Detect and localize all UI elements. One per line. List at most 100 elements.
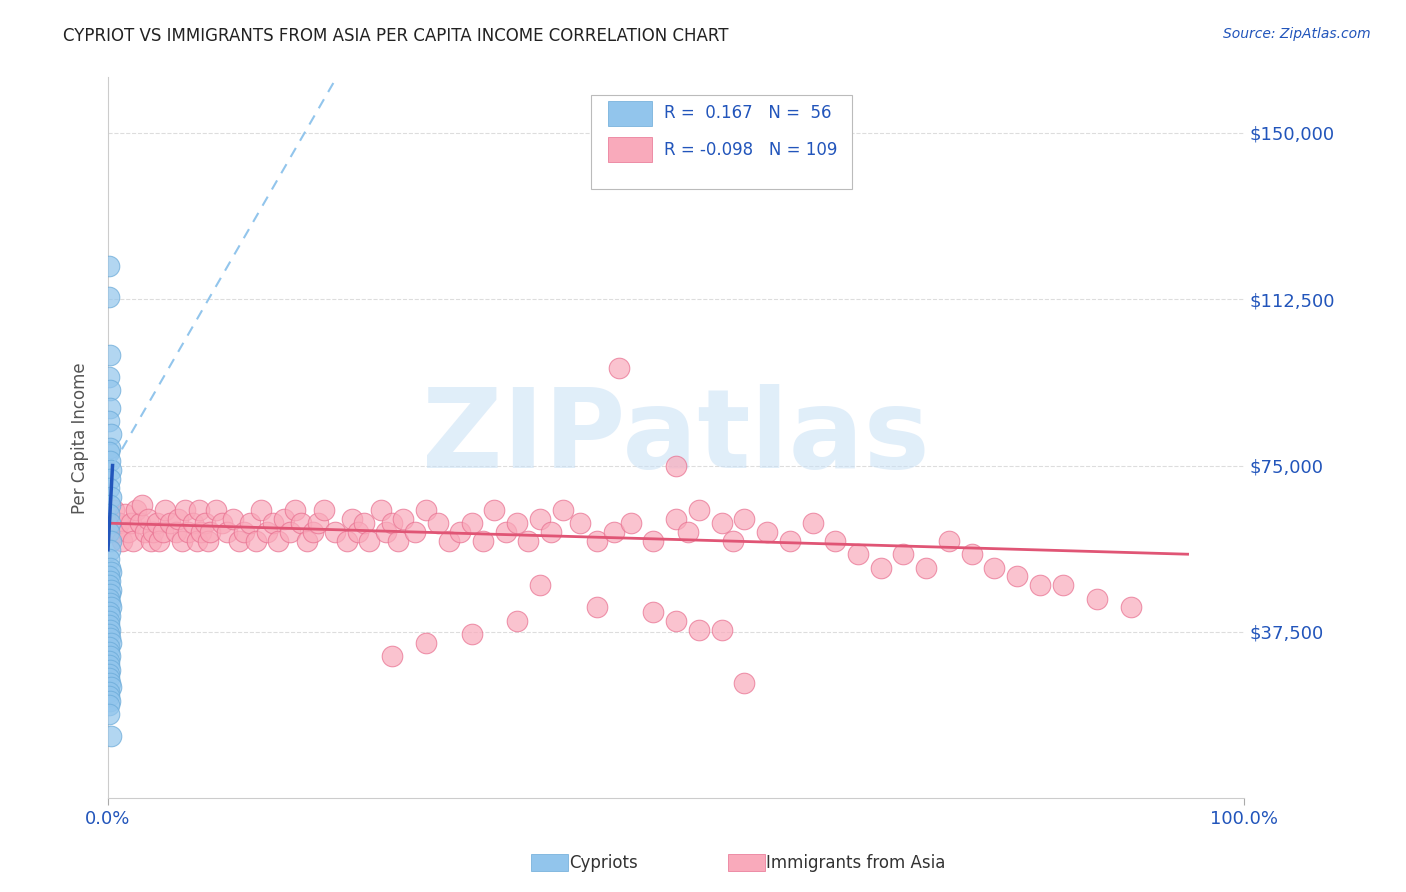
Point bbox=[98, 259, 121, 273]
Point bbox=[117, 524, 139, 539]
Point bbox=[756, 524, 779, 539]
Point bbox=[98, 574, 121, 588]
Point bbox=[710, 623, 733, 637]
Point bbox=[267, 533, 290, 548]
Point bbox=[100, 582, 122, 597]
Point bbox=[125, 503, 148, 517]
Point bbox=[568, 516, 591, 531]
Point bbox=[98, 401, 121, 415]
Point bbox=[609, 360, 631, 375]
Point bbox=[98, 472, 121, 486]
Point bbox=[98, 654, 121, 668]
Point bbox=[665, 512, 688, 526]
Point bbox=[688, 503, 710, 517]
Point bbox=[665, 458, 688, 473]
Point bbox=[551, 503, 574, 517]
Point bbox=[301, 524, 323, 539]
Point bbox=[824, 533, 846, 548]
Point bbox=[484, 503, 506, 517]
Point bbox=[506, 516, 529, 531]
Point bbox=[278, 524, 301, 539]
Point bbox=[779, 533, 801, 548]
Point bbox=[1029, 578, 1052, 592]
Point bbox=[98, 627, 121, 641]
Point bbox=[217, 524, 239, 539]
Point bbox=[205, 503, 228, 517]
Point bbox=[98, 649, 121, 664]
Point bbox=[460, 516, 482, 531]
Point bbox=[437, 533, 460, 548]
Point bbox=[415, 636, 437, 650]
Point bbox=[170, 533, 193, 548]
Point bbox=[100, 680, 122, 694]
Point bbox=[98, 609, 121, 624]
Point bbox=[381, 516, 404, 531]
Point bbox=[98, 596, 121, 610]
Point bbox=[134, 524, 156, 539]
Point bbox=[392, 512, 415, 526]
FancyBboxPatch shape bbox=[607, 101, 652, 126]
Point bbox=[98, 693, 121, 707]
Point bbox=[733, 512, 755, 526]
Point bbox=[100, 533, 122, 548]
Point bbox=[665, 614, 688, 628]
Point bbox=[98, 369, 121, 384]
Point bbox=[98, 591, 121, 606]
Point bbox=[98, 454, 121, 468]
Point bbox=[233, 524, 256, 539]
Point bbox=[290, 516, 312, 531]
FancyBboxPatch shape bbox=[591, 95, 852, 189]
Point bbox=[960, 547, 983, 561]
Point bbox=[239, 516, 262, 531]
Point bbox=[197, 533, 219, 548]
Point bbox=[98, 569, 121, 583]
Point bbox=[136, 512, 159, 526]
Point bbox=[460, 627, 482, 641]
Point bbox=[359, 533, 381, 548]
Text: ZIPatlas: ZIPatlas bbox=[422, 384, 931, 491]
Point bbox=[194, 516, 217, 531]
Point bbox=[529, 578, 551, 592]
Point bbox=[98, 645, 121, 659]
Point bbox=[98, 578, 121, 592]
Point bbox=[893, 547, 915, 561]
Point bbox=[128, 516, 150, 531]
Point bbox=[426, 516, 449, 531]
Point bbox=[98, 542, 121, 557]
Text: R = -0.098   N = 109: R = -0.098 N = 109 bbox=[664, 141, 837, 159]
Point bbox=[122, 533, 145, 548]
Point bbox=[98, 675, 121, 690]
Point bbox=[250, 503, 273, 517]
Point bbox=[869, 560, 891, 574]
Point bbox=[98, 623, 121, 637]
Point bbox=[256, 524, 278, 539]
Point bbox=[100, 636, 122, 650]
Point bbox=[342, 512, 364, 526]
Point bbox=[98, 414, 121, 428]
Point bbox=[1085, 591, 1108, 606]
Point bbox=[98, 560, 121, 574]
Point bbox=[98, 632, 121, 646]
Point bbox=[181, 516, 204, 531]
Point bbox=[98, 614, 121, 628]
Point bbox=[98, 667, 121, 681]
Point bbox=[915, 560, 938, 574]
Point bbox=[98, 524, 121, 539]
Point bbox=[141, 533, 163, 548]
Y-axis label: Per Capita Income: Per Capita Income bbox=[72, 362, 89, 514]
Point bbox=[620, 516, 643, 531]
Point bbox=[108, 516, 131, 531]
Point bbox=[111, 533, 134, 548]
Point bbox=[98, 508, 121, 522]
Point bbox=[585, 600, 607, 615]
Point bbox=[187, 503, 209, 517]
Point bbox=[495, 524, 517, 539]
Point bbox=[100, 490, 122, 504]
Point bbox=[103, 503, 125, 517]
Point bbox=[142, 524, 165, 539]
Point bbox=[387, 533, 409, 548]
Point bbox=[381, 649, 404, 664]
Point bbox=[353, 516, 375, 531]
Point bbox=[98, 672, 121, 686]
Point bbox=[105, 524, 128, 539]
